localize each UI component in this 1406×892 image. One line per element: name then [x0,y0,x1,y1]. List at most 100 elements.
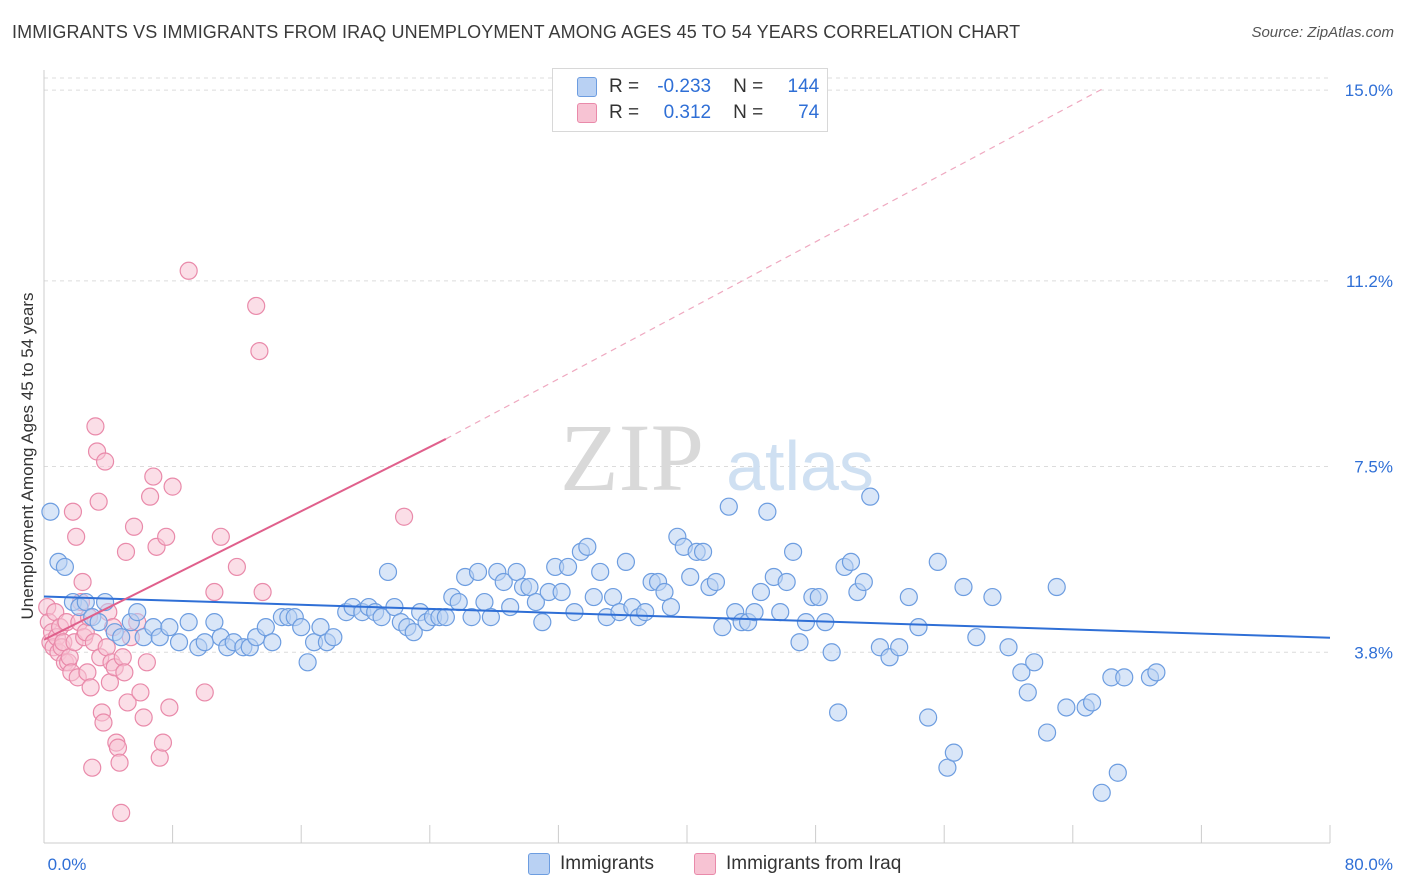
iraq-point [179,261,198,280]
immigrants-point [55,557,74,577]
iraq-point [94,713,113,732]
immigrants-point [462,608,481,627]
iraq-point [137,653,156,672]
iraq-point [113,648,132,667]
immigrants-point [468,562,488,582]
immigrants-point [1047,577,1066,597]
axes [43,70,1331,844]
immigrants-point [661,597,681,617]
iraq-n-value: 74 [798,102,820,123]
iraq-point [227,557,246,577]
immigrants-point [1057,698,1076,717]
iraq-point [394,507,414,526]
immigrants-point [938,758,957,777]
immigrants-point [983,587,1002,607]
watermark-zip: ZIP [560,404,704,511]
immigrants-point [854,572,873,592]
iraq-point [116,542,136,561]
bottom-iraq-swatch [694,853,716,875]
immigrants-point [777,572,796,592]
immigrants-point [829,703,848,722]
immigrants-point [298,653,317,672]
iraq-point [153,733,173,752]
bottom-legend-immigrants: Immigrants [528,852,654,876]
immigrants-point [404,623,423,642]
immigrants-point [1037,723,1057,742]
iraq-point [195,683,214,702]
immigrants-point [899,587,918,607]
bottom-immigrants-swatch [528,853,550,875]
immigrants-point [713,618,732,637]
legend-r-label: R = [609,102,640,123]
iraq-point [78,663,97,682]
immigrants-point [603,587,623,607]
immigrants-point [783,542,803,561]
immigrants-point [311,618,330,637]
watermark-atlas: atlas [726,427,874,505]
iraq-point [63,502,83,521]
immigrants-point [1108,763,1127,782]
legend-r-label: R = [609,76,640,97]
immigrants-point [909,618,928,637]
immigrants-point [706,572,726,592]
immigrants-point [436,608,455,627]
immigrants-point [1025,653,1044,672]
iraq-point [60,648,79,667]
immigrants-point [195,633,214,652]
immigrants-point [790,633,809,652]
immigrants-point [558,557,578,577]
iraq-point [86,417,105,436]
iraq-point [205,582,224,602]
watermark: ZIP atlas [560,404,874,511]
immigrants-point [655,582,674,602]
iraq-trend-line [43,438,447,641]
immigrants-point [1082,693,1102,712]
immigrants-point [112,628,131,647]
iraq-point [131,683,150,702]
immigrants-point [796,613,816,632]
iraq-point [157,527,176,546]
immigrants-point [324,628,343,647]
immigrants-swatch [577,77,597,97]
immigrants-n-value: 144 [787,76,820,97]
iraq-point [73,572,92,592]
iraq-point [67,527,86,546]
immigrants-point [179,613,198,632]
immigrants-point [520,577,539,597]
iraq-point [144,467,163,486]
iraq-point [115,663,134,682]
iraq-point [95,452,115,471]
immigrants-point [128,603,147,622]
x-tick-label: 0.0% [48,855,87,874]
iraq-point [160,698,179,717]
legend-n-label: N = [733,102,764,123]
immigrants-point [76,592,95,612]
immigrants-point [378,562,398,582]
bottom-immigrants-label: Immigrants [560,853,654,874]
iraq-point [108,738,128,757]
immigrants-point [1092,783,1111,802]
immigrants-point [475,592,494,612]
immigrants-trend-line [43,595,1331,639]
immigrants-point [809,587,828,607]
immigrants-point [89,613,108,632]
immigrants-point [758,502,777,521]
immigrants-point [169,633,189,652]
immigrants-point [693,542,713,561]
immigrants-point [533,613,552,632]
chart-title: IMMIGRANTS VS IMMIGRANTS FROM IRAQ UNEMP… [12,22,1021,42]
y-tick-label: 3.8% [1354,643,1393,662]
immigrants-point [954,577,973,597]
bottom-legend-iraq: Immigrants from Iraq [694,852,901,876]
iraq-point [253,582,272,602]
iraq-point [118,693,137,712]
iraq-point [150,748,169,767]
iraq-trend-extension [445,87,1106,440]
iraq-r-value: 0.312 [663,102,712,123]
immigrants-point [616,552,636,572]
tick-labels: 3.8% 7.5% 11.2% 15.0% 0.0% 80.0% [48,81,1393,874]
immigrants-point [999,638,1018,657]
immigrants-point [967,628,986,647]
immigrants-point [481,608,500,627]
immigrants-point [205,613,224,632]
